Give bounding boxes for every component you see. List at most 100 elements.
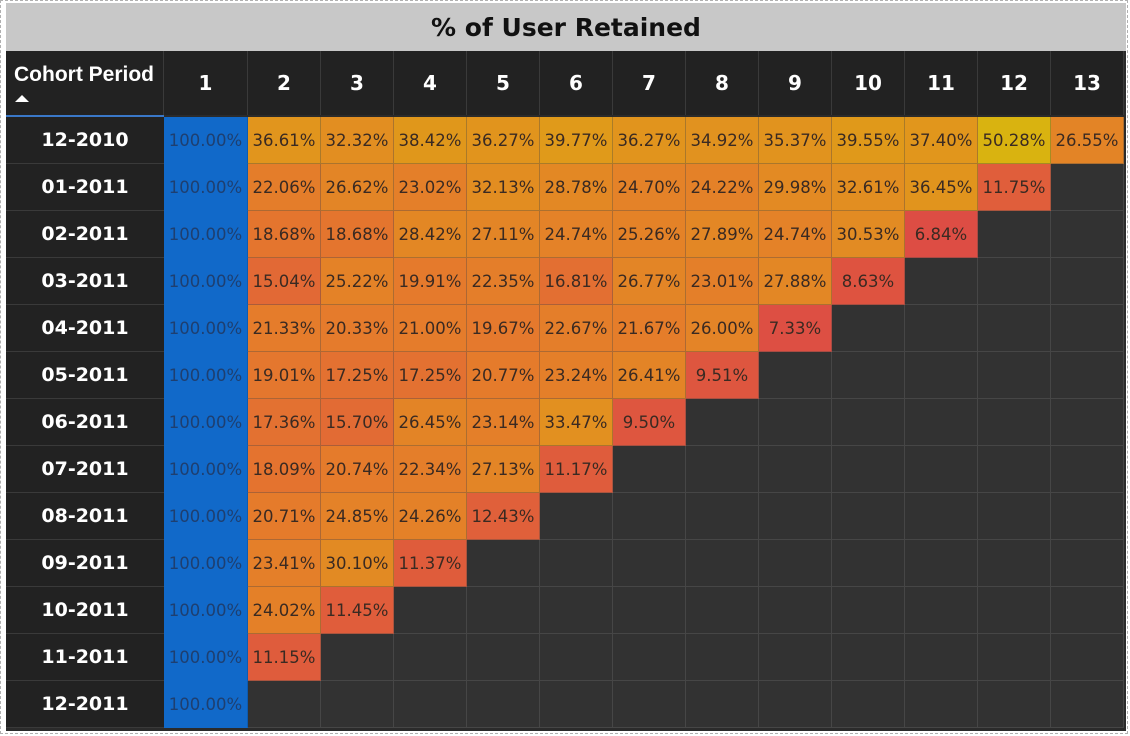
empty-cell xyxy=(613,446,686,493)
retention-cell: 100.00% xyxy=(164,587,248,634)
retention-cell: 36.27% xyxy=(467,117,540,164)
column-header-period-3[interactable]: 3 xyxy=(321,51,394,115)
retention-cell: 100.00% xyxy=(164,258,248,305)
retention-cell: 17.25% xyxy=(321,352,394,399)
empty-cell xyxy=(832,399,905,446)
retention-cell: 24.70% xyxy=(613,164,686,211)
empty-cell xyxy=(1051,587,1124,634)
empty-cell xyxy=(978,399,1051,446)
retention-cell: 50.28% xyxy=(978,117,1051,164)
retention-cell: 100.00% xyxy=(164,352,248,399)
empty-cell xyxy=(686,587,759,634)
empty-cell xyxy=(978,681,1051,728)
retention-cell: 100.00% xyxy=(164,446,248,493)
empty-cell xyxy=(686,540,759,587)
column-header-cohort-period[interactable]: Cohort Period xyxy=(6,51,164,115)
retention-cell: 37.40% xyxy=(905,117,978,164)
retention-cell: 33.47% xyxy=(540,399,613,446)
empty-cell xyxy=(394,681,467,728)
empty-cell xyxy=(1051,634,1124,681)
retention-cell: 19.67% xyxy=(467,305,540,352)
empty-cell xyxy=(686,681,759,728)
column-header-period-13[interactable]: 13 xyxy=(1051,51,1124,115)
retention-cell: 16.81% xyxy=(540,258,613,305)
column-header-period-4[interactable]: 4 xyxy=(394,51,467,115)
empty-cell xyxy=(1051,305,1124,352)
column-header-period-8[interactable]: 8 xyxy=(686,51,759,115)
empty-cell xyxy=(832,634,905,681)
empty-cell xyxy=(1051,399,1124,446)
empty-cell xyxy=(905,540,978,587)
retention-cell: 19.01% xyxy=(248,352,321,399)
empty-cell xyxy=(1051,258,1124,305)
empty-cell xyxy=(540,634,613,681)
empty-cell xyxy=(540,587,613,634)
empty-cell xyxy=(905,352,978,399)
retention-cell: 11.17% xyxy=(540,446,613,493)
sort-ascending-icon[interactable] xyxy=(15,95,29,102)
empty-cell xyxy=(978,587,1051,634)
retention-cell: 26.77% xyxy=(613,258,686,305)
empty-cell xyxy=(540,540,613,587)
retention-cell: 28.78% xyxy=(540,164,613,211)
row-label-cohort: 01-2011 xyxy=(6,164,164,211)
column-header-period-9[interactable]: 9 xyxy=(759,51,832,115)
retention-cell: 27.13% xyxy=(467,446,540,493)
retention-cell: 34.92% xyxy=(686,117,759,164)
retention-cell: 18.68% xyxy=(321,211,394,258)
empty-cell xyxy=(832,352,905,399)
retention-cell: 9.51% xyxy=(686,352,759,399)
retention-cell: 22.34% xyxy=(394,446,467,493)
empty-cell xyxy=(905,305,978,352)
empty-cell xyxy=(759,399,832,446)
column-header-period-10[interactable]: 10 xyxy=(832,51,905,115)
retention-cell: 27.89% xyxy=(686,211,759,258)
column-header-label: Cohort Period xyxy=(14,63,154,86)
empty-cell xyxy=(905,587,978,634)
empty-cell xyxy=(832,681,905,728)
empty-cell xyxy=(686,634,759,681)
retention-cell: 100.00% xyxy=(164,540,248,587)
retention-cell: 23.01% xyxy=(686,258,759,305)
column-header-period-12[interactable]: 12 xyxy=(978,51,1051,115)
retention-cell: 9.50% xyxy=(613,399,686,446)
empty-cell xyxy=(832,305,905,352)
row-label-cohort: 12-2011 xyxy=(6,681,164,728)
empty-cell xyxy=(613,587,686,634)
retention-cell: 38.42% xyxy=(394,117,467,164)
retention-cell: 30.10% xyxy=(321,540,394,587)
column-header-period-2[interactable]: 2 xyxy=(248,51,321,115)
empty-cell xyxy=(467,587,540,634)
column-header-period-5[interactable]: 5 xyxy=(467,51,540,115)
retention-cell: 35.37% xyxy=(759,117,832,164)
empty-cell xyxy=(978,352,1051,399)
empty-cell xyxy=(978,634,1051,681)
retention-cell: 27.88% xyxy=(759,258,832,305)
empty-cell xyxy=(686,446,759,493)
retention-cell: 100.00% xyxy=(164,399,248,446)
retention-cell: 11.15% xyxy=(248,634,321,681)
empty-cell xyxy=(686,399,759,446)
row-label-cohort: 07-2011 xyxy=(6,446,164,493)
retention-cell: 22.67% xyxy=(540,305,613,352)
retention-cell: 26.41% xyxy=(613,352,686,399)
row-label-cohort: 10-2011 xyxy=(6,587,164,634)
column-header-period-11[interactable]: 11 xyxy=(905,51,978,115)
retention-cell: 11.37% xyxy=(394,540,467,587)
retention-cell: 28.42% xyxy=(394,211,467,258)
row-label-cohort: 04-2011 xyxy=(6,305,164,352)
column-header-period-1[interactable]: 1 xyxy=(164,51,248,115)
row-label-cohort: 06-2011 xyxy=(6,399,164,446)
column-header-period-6[interactable]: 6 xyxy=(540,51,613,115)
retention-cell: 23.41% xyxy=(248,540,321,587)
retention-cell: 22.35% xyxy=(467,258,540,305)
retention-cell: 26.55% xyxy=(1051,117,1124,164)
retention-cell: 8.63% xyxy=(832,258,905,305)
retention-cell: 39.77% xyxy=(540,117,613,164)
empty-cell xyxy=(540,681,613,728)
retention-cell: 26.45% xyxy=(394,399,467,446)
column-header-period-7[interactable]: 7 xyxy=(613,51,686,115)
empty-cell xyxy=(1051,446,1124,493)
empty-cell xyxy=(467,540,540,587)
retention-cell: 100.00% xyxy=(164,117,248,164)
